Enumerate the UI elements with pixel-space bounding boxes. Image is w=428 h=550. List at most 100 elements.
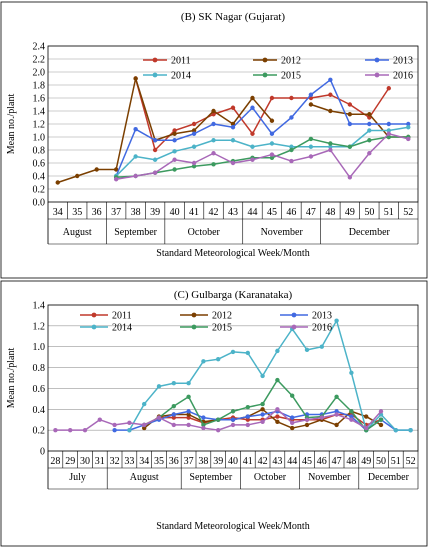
data-point-2016 (349, 417, 354, 422)
data-point-2011 (172, 128, 177, 133)
data-point-2011 (191, 121, 197, 127)
data-point-2015 (347, 144, 353, 149)
series-2011 (133, 76, 391, 153)
x-tick-label: 35 (154, 456, 164, 467)
data-point-2013 (245, 414, 250, 419)
plot-area (47, 304, 419, 452)
data-point-2012 (260, 407, 265, 412)
data-point-2014 (386, 128, 391, 133)
data-point-2014 (308, 144, 314, 149)
data-point-2014 (152, 157, 158, 162)
data-point-2014 (250, 144, 255, 149)
data-point-2012 (211, 108, 216, 114)
data-point-2014 (260, 373, 265, 379)
data-point-2012 (275, 419, 280, 424)
legend-item-2013: 2013 (280, 311, 332, 322)
data-point-2016 (364, 425, 369, 431)
data-point-2013 (406, 121, 411, 127)
data-point-2015 (216, 417, 221, 422)
series-2014 (113, 125, 411, 179)
legend-item-2016: 2016 (365, 71, 413, 82)
data-point-2016 (386, 131, 391, 136)
legend-item-2014: 2014 (143, 71, 191, 82)
y-tick-label: 1.4 (33, 301, 46, 312)
data-point-2012 (347, 112, 353, 117)
x-tick-label: 28 (50, 456, 60, 467)
legend-label: 2013 (312, 311, 332, 322)
data-point-2016 (68, 427, 73, 433)
month-label: July (69, 472, 86, 483)
data-point-2016 (289, 158, 294, 164)
y-tick-label: 1.2 (33, 321, 46, 332)
data-point-2013 (152, 138, 158, 143)
legend-item-2013: 2013 (365, 56, 413, 67)
data-point-2013 (347, 121, 353, 127)
data-point-2013 (289, 115, 294, 120)
legend-swatch-marker (191, 324, 197, 330)
legend-swatch-marker (374, 72, 380, 78)
data-point-2013 (269, 131, 275, 136)
data-point-2016 (152, 170, 158, 175)
x-tick-label: 35 (72, 207, 82, 218)
y-tick-label: 0.0 (33, 198, 46, 209)
legend-label: 2016 (312, 323, 332, 334)
data-point-2016 (230, 160, 236, 166)
data-point-2011 (269, 95, 275, 101)
chart-frame (0, 280, 428, 547)
legend-label: 2013 (393, 56, 413, 67)
x-tick-label: 48 (346, 456, 356, 467)
data-point-2012 (113, 167, 119, 172)
month-label: December (349, 227, 391, 238)
data-point-2011 (289, 95, 294, 101)
data-point-2014 (269, 141, 275, 146)
month-label: August (63, 227, 92, 238)
data-point-2016 (245, 422, 250, 428)
y-tick-label: 1.6 (33, 94, 46, 105)
x-tick-label: 51 (384, 207, 394, 218)
data-point-2014 (334, 318, 339, 323)
x-tick-label: 40 (170, 207, 180, 218)
data-point-2016 (211, 151, 216, 156)
data-point-2016 (201, 425, 206, 431)
data-point-2015 (230, 409, 236, 414)
series-line-2016 (116, 133, 409, 180)
data-point-2015 (367, 138, 372, 143)
x-tick-label: 44 (287, 456, 297, 467)
data-point-2014 (319, 344, 324, 349)
data-point-2014 (216, 357, 221, 362)
series-line-2012 (57, 77, 273, 184)
data-point-2016 (97, 417, 103, 422)
x-tick-label: 46 (286, 207, 296, 218)
x-tick-label: 38 (198, 456, 208, 467)
x-tick-label: 43 (228, 207, 238, 218)
x-tick-label: 49 (345, 207, 355, 218)
y-tick-label: 0.8 (33, 363, 46, 374)
data-point-2011 (386, 86, 391, 91)
data-point-2015 (260, 401, 265, 407)
legend-swatch-marker (152, 72, 158, 78)
x-tick-label: 31 (95, 456, 105, 467)
data-point-2012 (172, 131, 177, 136)
data-point-2016 (406, 136, 411, 142)
data-point-2016 (308, 154, 314, 159)
x-tick-label: 52 (406, 456, 416, 467)
x-tick-label: 50 (364, 207, 374, 218)
y-tick-label: 0.4 (33, 405, 46, 416)
data-point-2015 (245, 405, 250, 410)
x-tick-label: 36 (92, 207, 102, 218)
legend-item-2016: 2016 (280, 323, 332, 334)
data-point-2016 (367, 151, 372, 156)
data-point-2011 (275, 414, 280, 419)
x-tick-label: 43 (272, 456, 282, 467)
legend-swatch-marker (191, 312, 197, 318)
legend-item-2014: 2014 (80, 323, 132, 334)
data-point-2013 (260, 412, 265, 417)
x-tick-label: 34 (139, 456, 149, 467)
series-2013 (113, 77, 411, 179)
data-point-2014 (406, 125, 411, 130)
data-point-2012 (250, 95, 255, 101)
y-tick-label: 0.6 (33, 159, 46, 170)
data-point-2014 (408, 427, 413, 433)
data-point-2016 (186, 422, 191, 428)
data-point-2016 (216, 427, 221, 433)
